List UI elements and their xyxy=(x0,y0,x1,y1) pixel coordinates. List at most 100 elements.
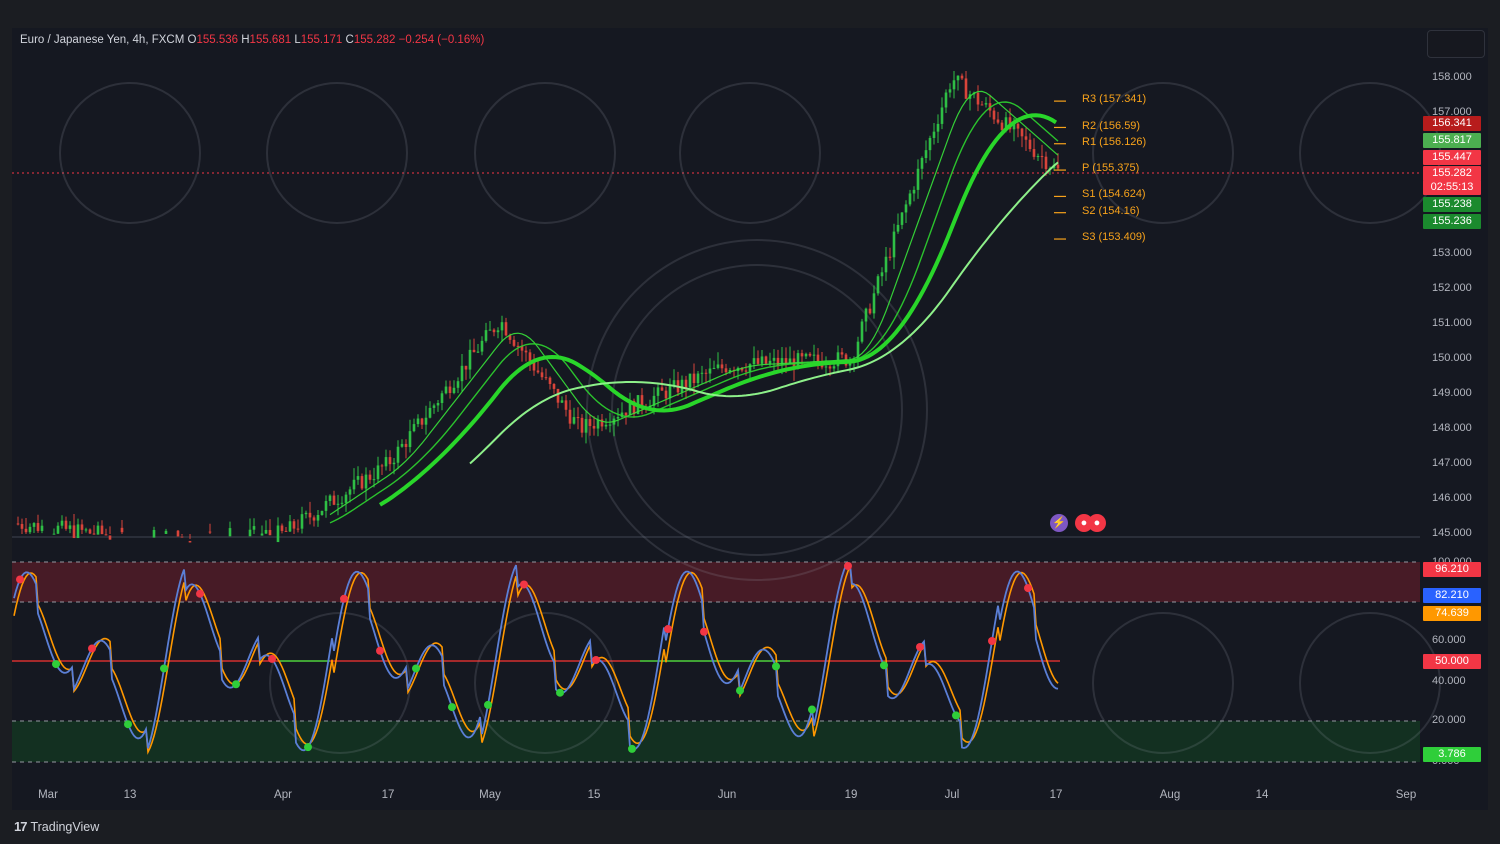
candle-body xyxy=(664,390,668,399)
x-axis-label: 19 xyxy=(844,789,858,801)
x-axis-label: Mar xyxy=(38,789,58,801)
pivot-label-p: P (155.375) xyxy=(1082,162,1140,174)
candle-body xyxy=(80,524,84,530)
candle-body xyxy=(432,405,436,408)
candle-body xyxy=(692,373,696,384)
candle-body xyxy=(532,361,536,371)
candle-body xyxy=(456,381,460,388)
candle-body xyxy=(912,189,916,194)
toolbar-button[interactable] xyxy=(1427,30,1485,58)
candle-body xyxy=(28,526,32,533)
candle-body xyxy=(824,366,828,368)
candle-body xyxy=(308,512,312,518)
candle-body xyxy=(492,329,496,333)
price-axis-label: 158.000 xyxy=(1432,71,1472,83)
candle-body xyxy=(564,400,568,410)
price-axis-label: 146.000 xyxy=(1432,492,1472,504)
x-axis-label: Jul xyxy=(944,789,960,801)
watermark-emblem xyxy=(1299,82,1441,224)
candle-body xyxy=(940,107,944,124)
candle-body xyxy=(388,457,392,465)
candle-body xyxy=(956,75,960,81)
candle-body xyxy=(608,424,612,426)
ma-line-thick xyxy=(378,113,1058,507)
candle-body xyxy=(952,80,956,90)
sell-signal-dot xyxy=(376,646,384,655)
candle-body xyxy=(552,383,556,389)
candle-body xyxy=(660,387,664,391)
candle-body xyxy=(708,368,712,374)
candle-body xyxy=(936,123,940,132)
candle-body xyxy=(836,352,840,367)
candle-body xyxy=(372,479,376,481)
current-price-tag: 155.282 xyxy=(1423,166,1481,181)
x-axis-label: 13 xyxy=(123,789,137,801)
candle-body xyxy=(496,330,500,333)
candle-body xyxy=(572,417,576,424)
tradingview-logo-icon: 17 xyxy=(14,819,28,834)
sell-signal-dot xyxy=(700,627,708,636)
sell-signal-dot xyxy=(844,562,852,570)
candle-body xyxy=(840,352,844,355)
candle-body xyxy=(300,514,304,529)
candle-body xyxy=(536,370,540,373)
price-axis-label: 149.000 xyxy=(1432,387,1472,399)
candle-body xyxy=(1028,139,1032,150)
ma-line-slow xyxy=(469,161,1059,465)
pivot-label-r3: R3 (157.341) xyxy=(1082,93,1147,105)
candle-body xyxy=(812,354,816,356)
candle-body xyxy=(312,517,316,521)
candle-body xyxy=(348,489,352,495)
candle-body xyxy=(476,351,480,353)
candle-body xyxy=(808,353,812,356)
candle-body xyxy=(444,386,448,394)
candle-body xyxy=(520,346,524,351)
candle-body xyxy=(540,372,544,378)
symbol-legend[interactable]: Euro / Japanese Yen, 4h, FXCM O155.536 H… xyxy=(20,34,484,46)
tradingview-brand[interactable]: 17 TradingView xyxy=(14,819,99,834)
price-tag: 155.236 xyxy=(1423,214,1481,229)
candle-body xyxy=(832,366,836,369)
candle-body xyxy=(508,335,512,340)
sell-signal-dot xyxy=(520,580,528,589)
close-value: 155.282 xyxy=(353,34,396,46)
candle-body xyxy=(516,345,520,347)
candle-body xyxy=(280,525,284,531)
candle-body xyxy=(712,367,716,369)
event-flag-icon[interactable]: ● xyxy=(1088,514,1106,532)
candle-body xyxy=(992,110,996,120)
candle-body xyxy=(488,329,492,331)
buy-signal-dot xyxy=(124,720,132,729)
candle-body xyxy=(580,417,584,433)
price-tag: 155.447 xyxy=(1423,150,1481,165)
lightning-icon[interactable]: ⚡ xyxy=(1050,514,1068,532)
candle-body xyxy=(892,231,896,258)
candle-body xyxy=(1020,128,1024,137)
candle-body xyxy=(428,407,432,418)
sell-signal-dot xyxy=(88,644,96,653)
osc-tag: 3.786 xyxy=(1423,747,1481,762)
candle-body xyxy=(468,349,472,370)
candle-body xyxy=(52,533,56,535)
candle-body xyxy=(24,528,28,533)
candle-body xyxy=(268,529,272,536)
candle-body xyxy=(188,540,192,543)
candle-body xyxy=(916,168,920,190)
candle-body xyxy=(252,526,256,530)
candle-body xyxy=(656,387,660,396)
candle-body xyxy=(152,530,156,538)
candle-body xyxy=(752,358,756,365)
candle-body xyxy=(772,357,776,361)
x-axis-label: Jun xyxy=(717,789,737,801)
candle-body xyxy=(908,193,912,205)
candle-body xyxy=(276,525,280,543)
candle-body xyxy=(984,103,988,105)
x-axis-label: 14 xyxy=(1255,789,1269,801)
candle-body xyxy=(872,293,876,314)
sell-signal-dot xyxy=(1024,584,1032,593)
candle-body xyxy=(392,462,396,465)
candle-body xyxy=(556,388,560,403)
candle-body xyxy=(32,523,36,527)
candle-body xyxy=(364,474,368,489)
